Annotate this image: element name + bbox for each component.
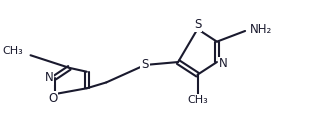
Text: S: S [194,18,201,31]
Text: S: S [141,58,149,72]
Text: O: O [48,92,57,105]
Text: N: N [219,58,228,70]
Text: CH₃: CH₃ [2,46,23,56]
Text: NH₂: NH₂ [250,22,272,36]
Text: N: N [45,71,53,84]
Text: CH₃: CH₃ [187,95,208,105]
